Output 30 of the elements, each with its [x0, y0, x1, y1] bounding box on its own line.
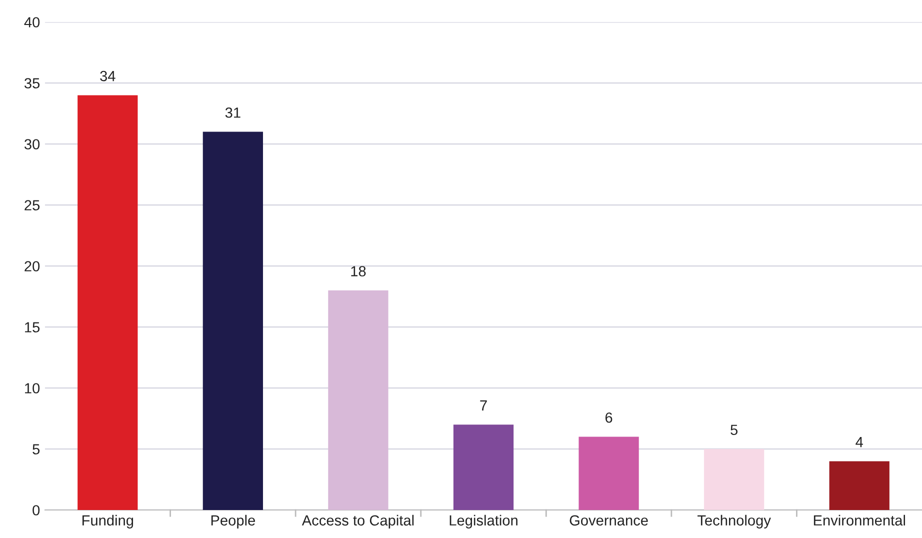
x-tick-label: People [211, 514, 255, 528]
y-tick-label: 40 [24, 17, 40, 28]
data-label: 4 [856, 437, 863, 448]
y-tick-label: 5 [32, 444, 40, 454]
data-label: 5 [730, 424, 738, 436]
x-tick-label: Technology [698, 514, 771, 528]
x-tick-label: Access to Capital [302, 514, 414, 528]
x-tick-label: Governance [570, 515, 648, 526]
y-tick-label: 25 [24, 200, 40, 210]
data-label: 18 [351, 266, 366, 276]
x-tick-label: Environmental [814, 514, 905, 526]
data-label: 31 [225, 107, 240, 118]
y-tick-label: 15 [25, 322, 40, 332]
bar [704, 449, 764, 510]
data-label: 6 [605, 412, 612, 423]
bar [202, 132, 263, 510]
x-tick-label: Funding [82, 514, 134, 528]
y-tick-label: 10 [25, 383, 40, 394]
bar [328, 290, 388, 510]
bar [78, 95, 138, 510]
bar [829, 461, 890, 510]
bar [578, 436, 639, 510]
bar [453, 424, 514, 510]
y-tick-label: 20 [24, 261, 40, 272]
x-tick-label: Legislation [450, 514, 518, 528]
y-tick-label: 30 [24, 139, 40, 150]
y-tick-label: 0 [32, 505, 40, 516]
y-tick-label: 35 [24, 78, 40, 88]
data-label: 34 [100, 70, 116, 82]
data-label: 7 [480, 400, 487, 410]
